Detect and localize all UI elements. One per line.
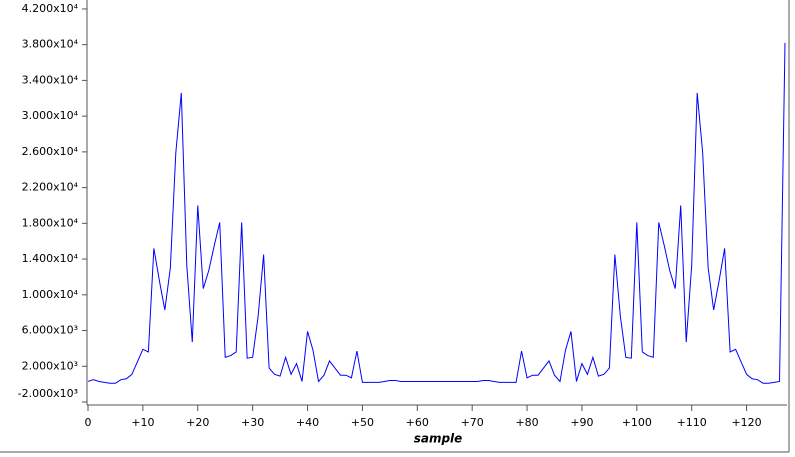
x-axis-label: sample	[414, 432, 463, 446]
x-tick-label: +10	[131, 416, 154, 429]
x-tick-label: +110	[677, 416, 707, 429]
x-tick-label: +120	[731, 416, 761, 429]
x-tick-label: +50	[351, 416, 374, 429]
x-tick-label: +20	[186, 416, 209, 429]
data-line	[87, 42, 786, 384]
y-tick-label: 1.400x10⁴	[22, 252, 79, 265]
x-tick-label: +80	[515, 416, 538, 429]
y-tick-label: 2.600x10⁴	[22, 145, 79, 158]
y-tick-label: 1.800x10⁴	[22, 216, 79, 229]
x-tick-label: +40	[296, 416, 319, 429]
y-tick-label: 3.000x10⁴	[22, 109, 79, 122]
y-tick-label: -2.000x10³	[18, 387, 78, 400]
y-tick-label: 1.000x10⁴	[22, 288, 79, 301]
y-tick-label: 2.200x10⁴	[22, 181, 79, 194]
y-tick-label: 6.000x10³	[22, 324, 78, 337]
x-tick-label: +100	[622, 416, 652, 429]
y-tick-label: 3.400x10⁴	[22, 73, 79, 86]
x-tick-label: +90	[570, 416, 593, 429]
x-tick-label: +30	[241, 416, 264, 429]
y-tick-label: 2.000x10³	[22, 359, 78, 372]
y-tick-label: 3.800x10⁴	[22, 38, 79, 51]
y-tick-label: 4.200x10⁴	[22, 2, 79, 15]
x-tick-label: +70	[461, 416, 484, 429]
x-tick-label: 0	[85, 416, 92, 429]
x-tick-label: +60	[406, 416, 429, 429]
